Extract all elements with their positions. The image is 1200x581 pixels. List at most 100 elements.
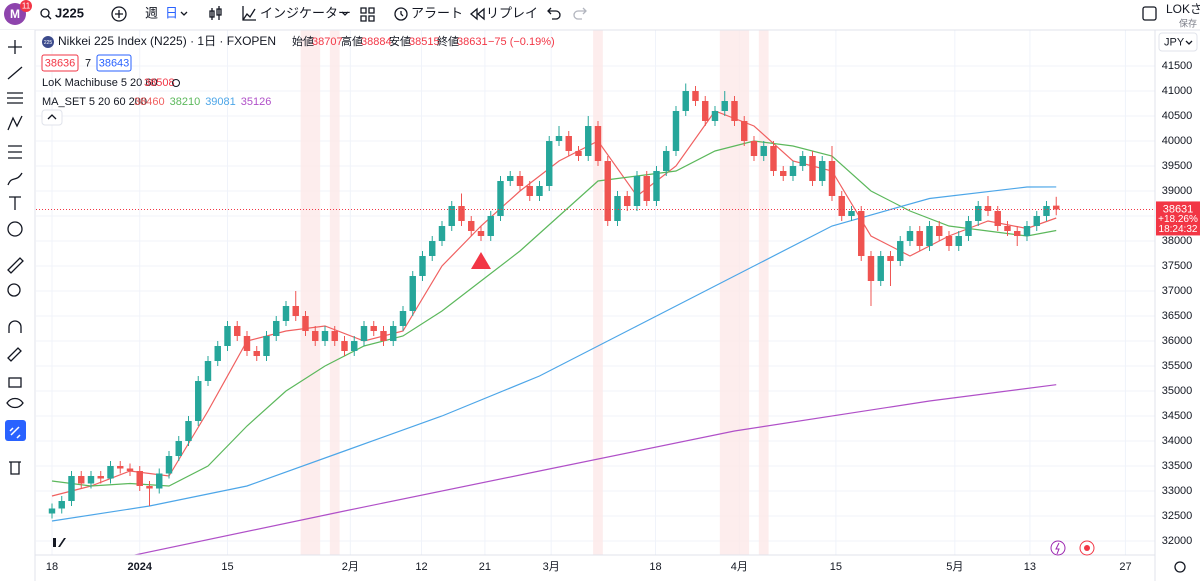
drawing-tools	[6, 40, 24, 475]
y-tick-label: 39000	[1162, 185, 1193, 197]
left-toolbar	[0, 30, 35, 581]
top-bar	[0, 0, 1200, 30]
candle-body	[1043, 206, 1050, 216]
candle-body	[497, 181, 504, 216]
redo-button[interactable]	[573, 7, 587, 20]
trend-line-tool[interactable]	[7, 66, 23, 80]
y-tick-label: 41500	[1162, 60, 1193, 72]
candle-body	[555, 136, 563, 141]
x-tick-label: 21	[479, 561, 491, 573]
search-icon	[40, 8, 50, 18]
x-tick-label: 18	[649, 561, 661, 573]
tradingview-logo	[45, 538, 66, 547]
emoji-tool[interactable]	[7, 221, 23, 237]
visibility-tool[interactable]	[6, 397, 24, 409]
x-tick-label: 18	[46, 561, 58, 573]
fib-tool[interactable]	[7, 92, 23, 104]
magnet-tool[interactable]	[8, 320, 22, 333]
text-tool[interactable]	[9, 196, 21, 210]
x-tick-label: 2月	[342, 561, 359, 573]
ask-box[interactable]	[96, 54, 132, 72]
indicator-icon	[242, 6, 256, 21]
candle-body	[107, 466, 114, 479]
indicators-button[interactable]: インジケーター	[260, 5, 351, 20]
candle-body	[477, 231, 485, 236]
candle-body	[955, 236, 962, 246]
compare-button[interactable]	[111, 6, 127, 22]
candle-body	[789, 166, 797, 176]
lock-draw-tool[interactable]	[7, 347, 22, 362]
lock-tool[interactable]	[8, 377, 22, 388]
interval-day[interactable]: 日	[165, 5, 178, 20]
candle-body	[68, 476, 75, 501]
high-value: 38884	[361, 36, 392, 48]
symbol[interactable]: J225	[55, 5, 84, 20]
link-icon	[9, 426, 21, 439]
user-name[interactable]: LOKさん	[1166, 2, 1200, 16]
candle-body	[526, 186, 533, 196]
ma-values: 38460 38210 39081 35126	[134, 96, 271, 108]
moving-average	[51, 110, 1057, 497]
candle-body	[614, 196, 621, 221]
fullscreen-button[interactable]	[1142, 6, 1157, 21]
ruler-tool[interactable]	[7, 257, 24, 274]
record-icon	[1084, 545, 1090, 551]
candle-body	[243, 336, 251, 351]
candle-body	[390, 326, 397, 341]
undo-button[interactable]	[547, 7, 561, 20]
record-button[interactable]	[1079, 540, 1095, 556]
highlight-band	[300, 30, 321, 555]
candle-body	[136, 471, 143, 486]
candle-body	[604, 161, 611, 221]
candle-body	[234, 326, 241, 336]
y-tick-label: 32000	[1162, 535, 1193, 547]
indicator-value: 38508	[144, 77, 175, 89]
avatar[interactable]	[4, 3, 26, 25]
save-button[interactable]: 保存	[1179, 17, 1197, 28]
brush-tool[interactable]	[7, 172, 23, 186]
compare-icon	[115, 10, 123, 18]
zoom-tool[interactable]	[7, 283, 21, 297]
lightning-button[interactable]	[1050, 540, 1066, 556]
alert-button[interactable]: アラート	[411, 5, 463, 20]
collapse-legend[interactable]	[41, 109, 63, 126]
settings-button[interactable]	[1174, 561, 1186, 573]
candle-body	[653, 171, 660, 201]
alert-icon	[400, 11, 404, 17]
chart-type-button[interactable]	[209, 6, 222, 20]
candle-body	[799, 156, 806, 166]
candle-body	[682, 91, 689, 111]
x-tick-label: 2024	[127, 561, 152, 573]
candle-body	[692, 91, 699, 101]
candle-body	[770, 146, 777, 171]
indicator-name: LoK Machibuse 5 20 60	[42, 77, 158, 89]
crosshair-tool[interactable]	[8, 40, 22, 54]
bid: 38636	[45, 57, 76, 69]
currency-button[interactable]	[1158, 32, 1198, 52]
high-label: 高値	[341, 34, 363, 48]
candle-body	[731, 101, 738, 121]
low-label: 安値	[389, 34, 411, 48]
highlight-band	[329, 30, 340, 555]
candle-body	[936, 226, 943, 236]
replay-button[interactable]: リプレイ	[486, 5, 538, 20]
last-price: 38631	[1163, 203, 1194, 215]
x-tick-label: 13	[1024, 561, 1036, 573]
legend-title: Nikkei 225 Index (N225) · 1日 · FXOPEN	[58, 34, 276, 48]
candle-body	[721, 101, 728, 111]
projection-tool[interactable]	[8, 145, 22, 159]
currency: JPY	[1164, 36, 1185, 48]
delete-tool[interactable]	[9, 461, 21, 475]
interval-week[interactable]: 週	[145, 5, 158, 20]
bid-box[interactable]	[41, 54, 79, 72]
candle-body	[370, 326, 377, 331]
candle-body	[458, 206, 465, 221]
moving-average	[131, 384, 1057, 555]
candle-body	[1023, 226, 1031, 236]
layout-button[interactable]	[360, 7, 375, 22]
y-tick-label: 37500	[1162, 260, 1193, 272]
y-tick-label: 34500	[1162, 410, 1193, 422]
pattern-tool[interactable]	[7, 115, 23, 131]
candle-body	[984, 206, 992, 211]
